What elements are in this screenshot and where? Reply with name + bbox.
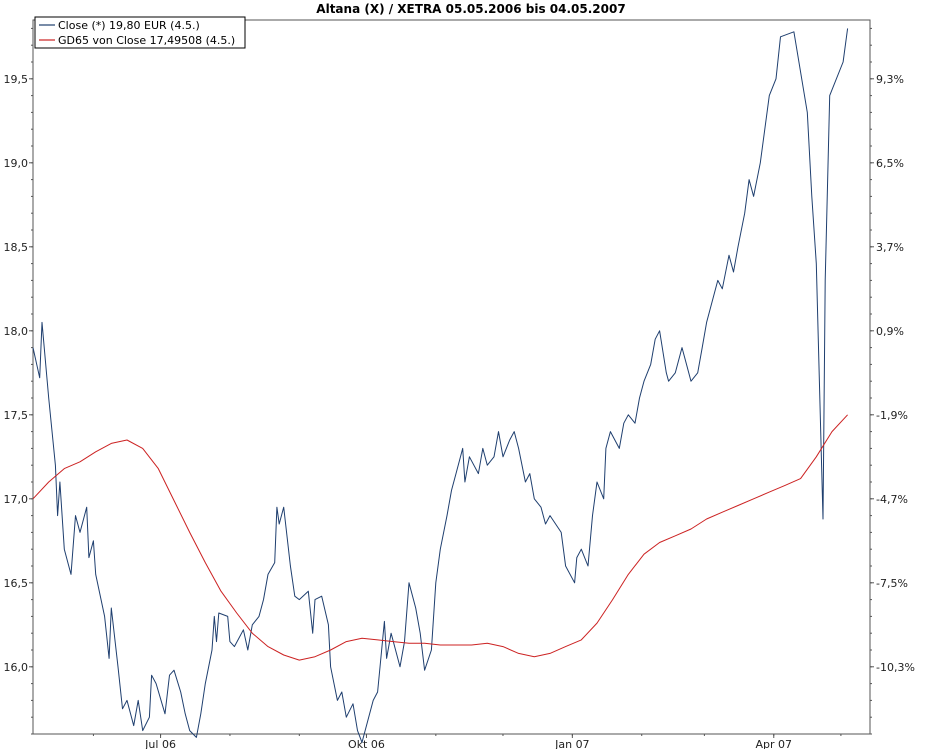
- y-tick-label: 16,0: [4, 661, 29, 674]
- y2-tick-label: -4,7%: [876, 493, 908, 506]
- y2-tick-label: 9,3%: [876, 73, 904, 86]
- legend-gd65-label: GD65 von Close 17,49508 (4.5.): [58, 34, 235, 47]
- y-tick-label: 17,0: [4, 493, 29, 506]
- y2-tick-label: 6,5%: [876, 157, 904, 170]
- y-tick-label: 19,5: [4, 73, 29, 86]
- x-tick-label: Okt 06: [348, 738, 385, 749]
- gd65-moving-average-line: [32, 414, 848, 661]
- x-tick-label: Apr 07: [756, 738, 793, 749]
- x-tick-label: Jan 07: [554, 738, 589, 749]
- close-price-line: [32, 28, 849, 743]
- y2-tick-label: 0,9%: [876, 325, 904, 338]
- y2-tick-label: -7,5%: [876, 577, 908, 590]
- y-tick-label: 18,5: [4, 241, 29, 254]
- x-tick-label: Jul 06: [144, 738, 176, 749]
- chart-title: Altana (X) / XETRA 05.05.2006 bis 04.05.…: [316, 2, 625, 16]
- y2-tick-label: 3,7%: [876, 241, 904, 254]
- legend-close-label: Close (*) 19,80 EUR (4.5.): [58, 19, 200, 32]
- series-lines: [32, 28, 849, 743]
- legend-box: [34, 16, 246, 49]
- axes: 16,0 -10,3% 16,5 -7,5% 17,0 -4,7% 17,5 -1,9% 18,…: [4, 19, 915, 751]
- y-tick-label: 19,0: [4, 157, 29, 170]
- y-tick-label: 18,0: [4, 325, 29, 338]
- y-tick-label: 17,5: [4, 409, 29, 422]
- legend: Close (*) 19,80 EUR (4.5.) GD65 von Clos…: [34, 16, 246, 49]
- y2-tick-label: -1,9%: [876, 409, 908, 422]
- plot-frame: [32, 19, 871, 735]
- y2-tick-label: -10,3%: [876, 661, 915, 674]
- y-tick-label: 16,5: [4, 577, 29, 590]
